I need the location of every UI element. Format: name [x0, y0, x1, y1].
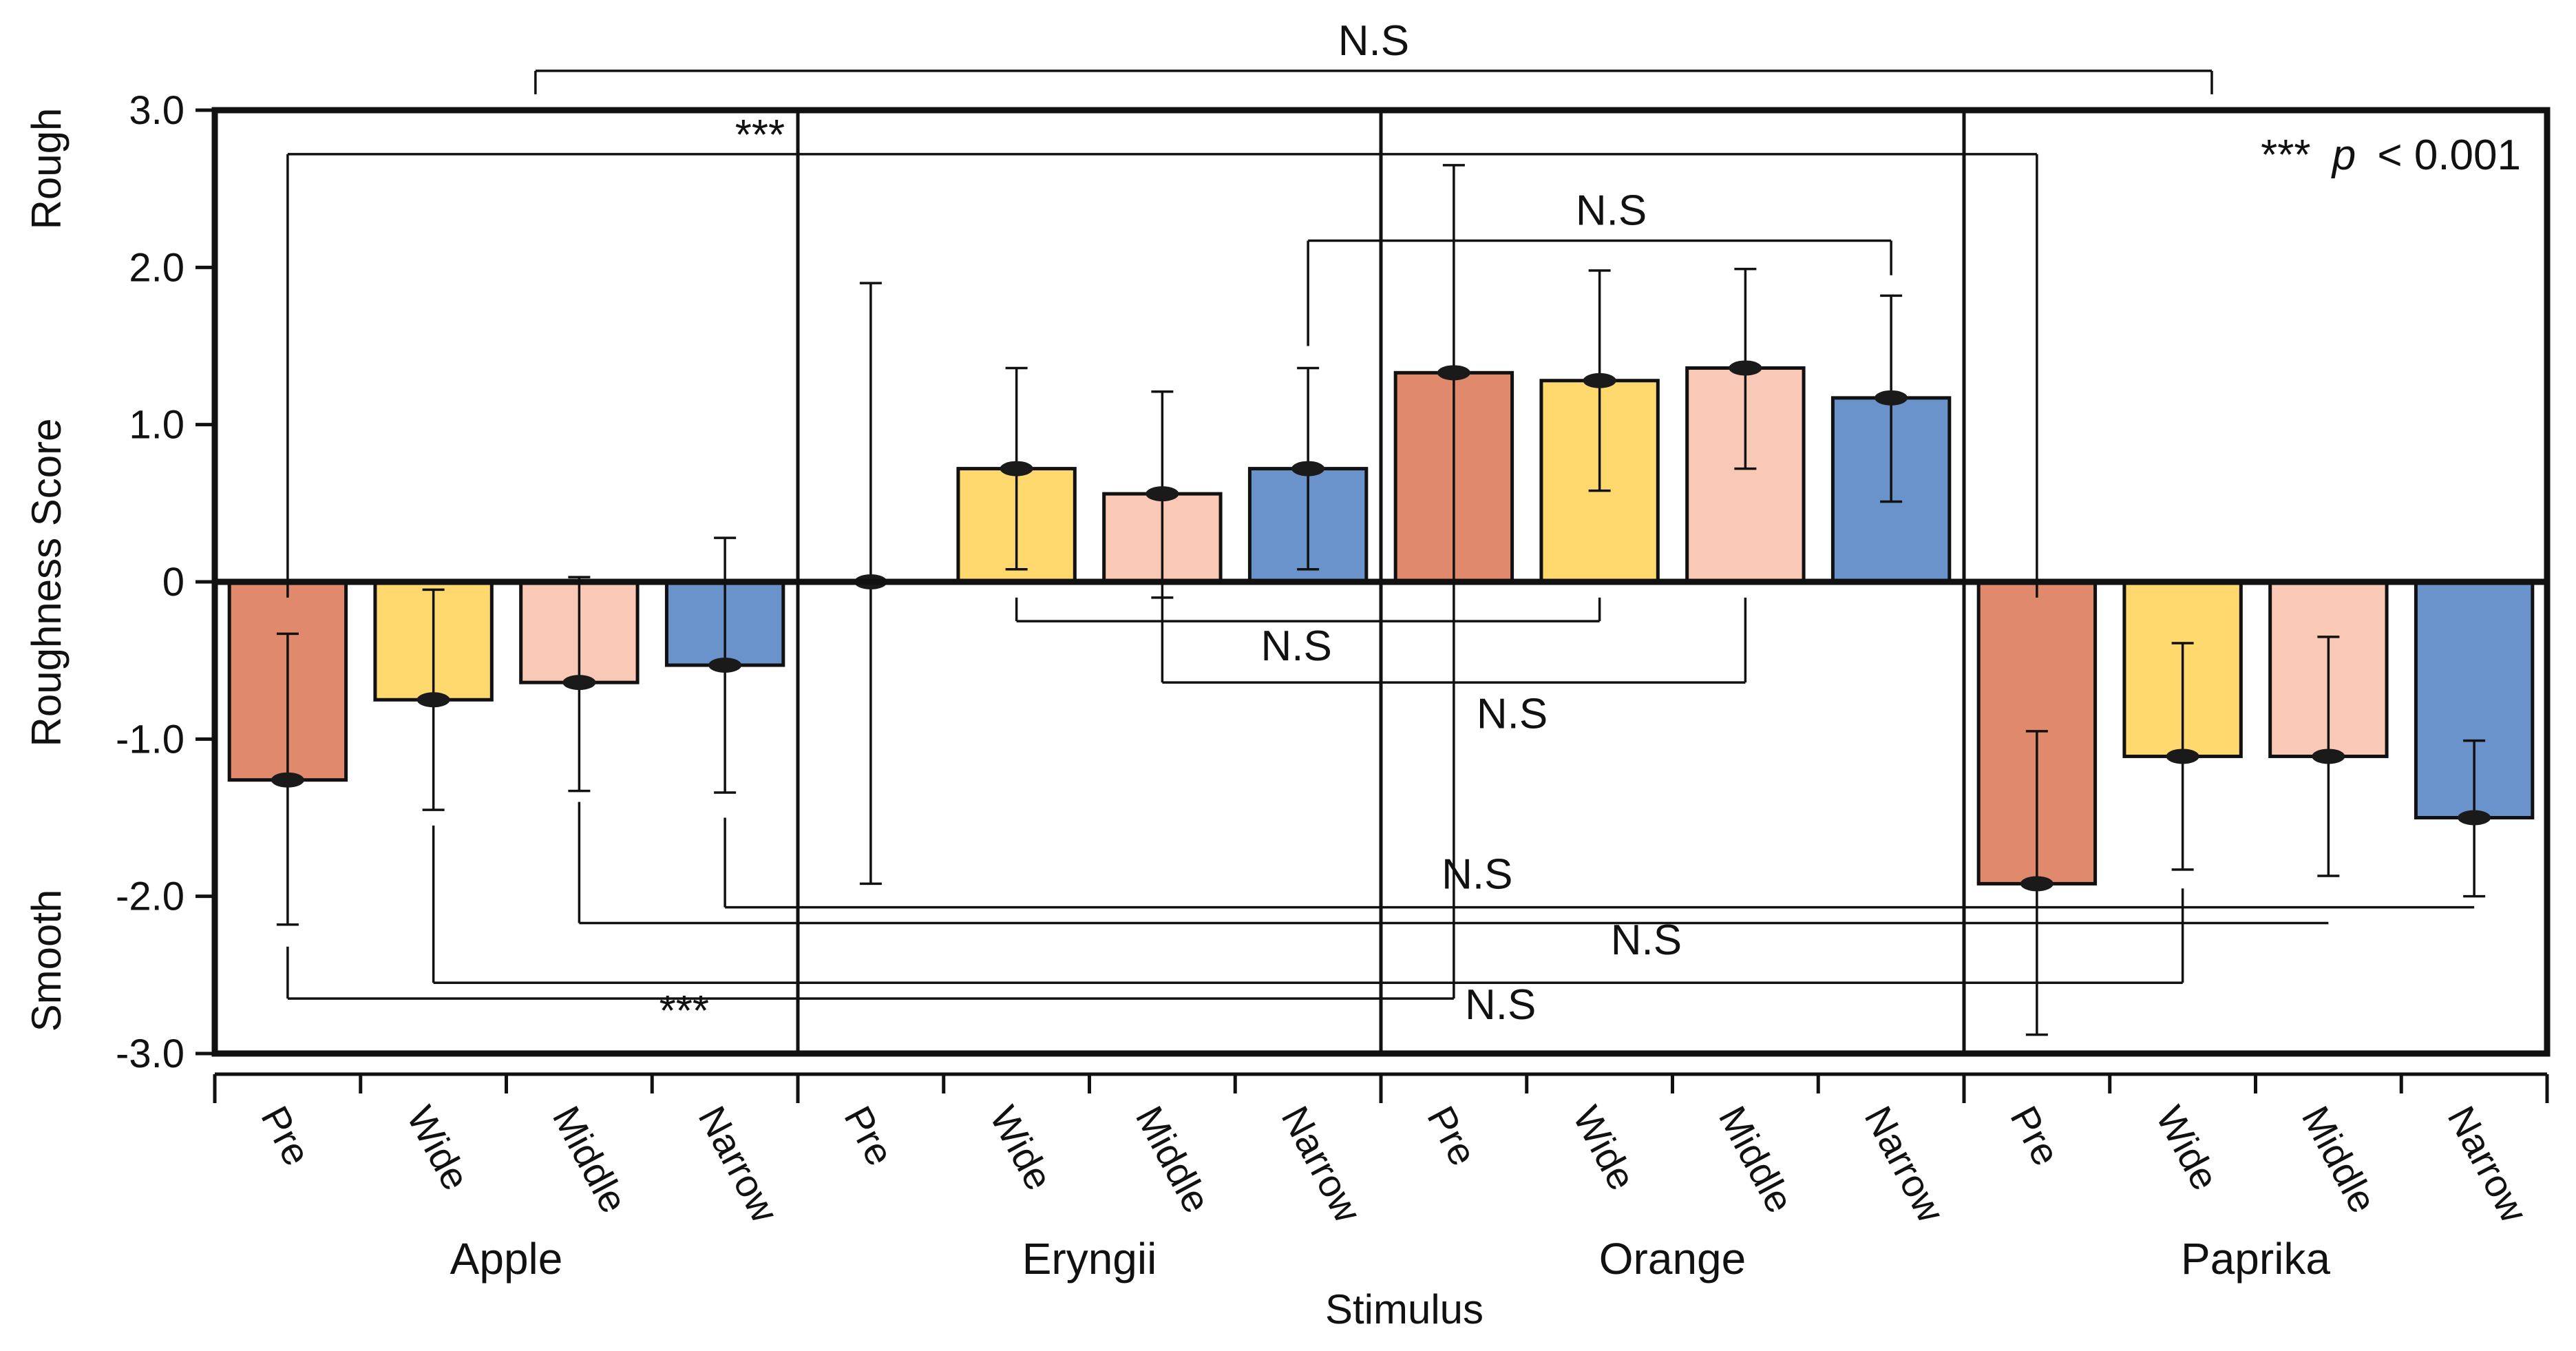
bracket-label: N.S: [1338, 17, 1409, 65]
y-tick-label: 0: [162, 560, 184, 605]
mean-marker: [1437, 365, 1470, 381]
x-tick-label: Narrow: [690, 1099, 788, 1229]
mean-marker: [416, 692, 450, 708]
y-tick-label: -3.0: [116, 1031, 184, 1076]
bracket-label: N.S: [1465, 981, 1536, 1029]
x-tick-label: Middle: [2294, 1099, 2385, 1219]
mean-marker: [2166, 748, 2199, 764]
x-tick-label: Wide: [399, 1099, 478, 1197]
bracket-label: N.S: [1261, 622, 1332, 670]
mean-marker: [2020, 876, 2054, 892]
p-value-threshold: < 0.001: [2377, 132, 2521, 179]
group-label-eryngii: Eryngii: [1022, 1234, 1157, 1284]
y-tick-label: -2.0: [116, 875, 184, 919]
p-value-stars: ***: [2261, 132, 2310, 179]
x-tick-label: Wide: [2148, 1099, 2228, 1197]
y-axis: 3.0 2.0 1.0 0 -1.0 -2.0 -3.0: [116, 88, 215, 1076]
group-label-orange: Orange: [1599, 1234, 1746, 1284]
y-tick-label: 3.0: [129, 88, 184, 133]
mean-marker: [271, 772, 304, 788]
x-tick-label: Wide: [982, 1099, 1062, 1197]
mean-marker: [1583, 373, 1616, 388]
bracket-label: N.S: [1576, 187, 1647, 235]
x-tick-label: Narrow: [1857, 1099, 1954, 1229]
y-tick-label: 1.0: [129, 403, 184, 448]
x-tick-label: Pre: [836, 1099, 902, 1173]
bracket-label: N.S: [1442, 850, 1512, 898]
x-tick-label: Pre: [1419, 1099, 1486, 1173]
x-axis-title: Stimulus: [1325, 1286, 1484, 1332]
mean-marker: [1729, 360, 1762, 376]
x-tick-label: Middle: [545, 1099, 636, 1219]
mean-marker: [708, 658, 742, 673]
y-tick-label: -1.0: [116, 717, 184, 762]
x-tick-label: Middle: [1711, 1099, 1802, 1219]
y-tick-label: 2.0: [129, 245, 184, 290]
mean-marker: [2312, 748, 2345, 764]
mean-marker: [1875, 390, 1908, 406]
x-axis: Pre Wide Middle Narrow Apple Pre Wide Middle Nar…: [213, 1072, 2549, 1284]
mean-marker: [1000, 461, 1033, 476]
comparison-brackets: N.S *** N.S N.S N.S N.S N.S N.S ***: [286, 17, 2475, 1035]
x-tick-label: Narrow: [2440, 1099, 2537, 1229]
x-tick-label: Pre: [253, 1099, 319, 1173]
bracket-label: N.S: [1611, 917, 1682, 964]
bracket-label: ***: [659, 987, 709, 1035]
bracket-label: ***: [735, 112, 785, 159]
bracket-label: N.S: [1477, 690, 1548, 737]
mean-marker: [1291, 461, 1325, 476]
p-value-symbol: p: [2331, 132, 2356, 179]
x-tick-label: Wide: [1565, 1099, 1645, 1197]
x-tick-label: Pre: [2002, 1099, 2069, 1173]
y-end-label-bottom: Smooth: [23, 890, 70, 1032]
y-axis-title: Roughness Score: [23, 419, 70, 747]
mean-marker: [1146, 486, 1179, 502]
group-label-apple: Apple: [450, 1234, 563, 1284]
x-tick-label: Narrow: [1274, 1099, 1371, 1229]
group-label-paprika: Paprika: [2181, 1234, 2330, 1284]
mean-marker: [562, 675, 596, 691]
y-end-label-top: Rough: [23, 108, 70, 230]
x-tick-label: Middle: [1128, 1099, 1219, 1219]
p-value-note: *** p < 0.001: [2261, 132, 2521, 179]
mean-marker: [2458, 810, 2491, 826]
